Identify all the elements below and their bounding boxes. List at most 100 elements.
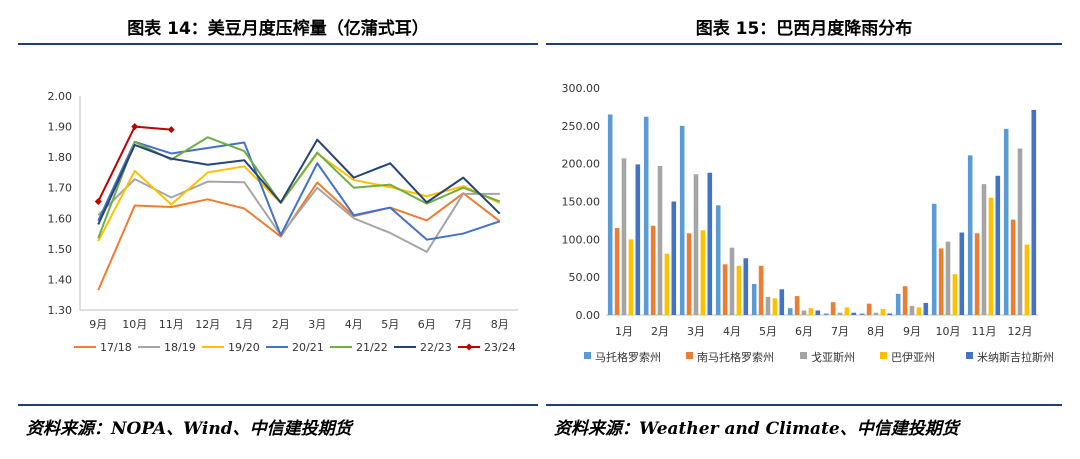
- rain-bar: [830, 302, 836, 315]
- rain-bar: [995, 175, 1001, 315]
- x-tick-label: 11月: [159, 318, 184, 331]
- rain-bar: [967, 155, 973, 315]
- rain-bar: [657, 165, 663, 315]
- x-tick-label: 2月: [272, 318, 290, 331]
- data-point-marker: [94, 197, 102, 205]
- rain-bar: [743, 258, 749, 315]
- y-tick-label: 150.00: [562, 196, 601, 209]
- x-tick-label: 7月: [831, 325, 849, 338]
- rain-bar: [671, 201, 677, 315]
- rain-bar: [787, 308, 793, 315]
- rain-bar: [736, 265, 742, 315]
- rain-bar: [945, 241, 951, 315]
- rain-bar: [772, 298, 778, 315]
- y-tick-label: 100.00: [562, 233, 601, 246]
- rain-bar: [628, 239, 634, 315]
- rain-bar: [715, 205, 721, 315]
- x-tick-label: 3月: [687, 325, 705, 338]
- rain-bar: [1017, 148, 1023, 315]
- legend-label: 23/24: [484, 341, 516, 354]
- rain-bar: [808, 308, 814, 315]
- rain-bar: [707, 172, 713, 315]
- title-divider-left: [18, 43, 538, 45]
- x-tick-label: 8月: [491, 318, 509, 331]
- x-tick-label: 1月: [615, 325, 633, 338]
- rain-bar: [823, 313, 829, 315]
- x-tick-label: 6月: [418, 318, 436, 331]
- x-tick-label: 4月: [345, 318, 363, 331]
- rain-bar: [679, 125, 685, 315]
- y-tick-label: 1.40: [48, 273, 73, 286]
- legend-marker: [465, 343, 473, 351]
- left-source-note: 资料来源：NOPA、Wind、中信建投期货: [26, 419, 352, 439]
- legend-swatch: [686, 352, 693, 359]
- source-divider-right: [546, 404, 1062, 406]
- data-point-marker: [131, 123, 139, 131]
- rain-bar: [866, 303, 872, 315]
- legend-label: 南马托格罗索州: [697, 350, 774, 364]
- legend-label: 戈亚斯州: [811, 351, 855, 364]
- data-point-marker: [167, 126, 175, 134]
- rain-bar: [931, 203, 937, 315]
- rain-bar: [859, 313, 865, 315]
- rain-bar: [801, 310, 807, 315]
- y-tick-label: 50.00: [569, 271, 601, 284]
- rain-bar: [729, 247, 735, 315]
- legend-label: 18/19: [164, 341, 196, 354]
- series-line-17-18: [97, 181, 501, 291]
- title-divider-right: [546, 43, 1062, 45]
- y-tick-label: 1.70: [48, 182, 73, 195]
- x-tick-label: 9月: [903, 325, 921, 338]
- rain-bar: [765, 296, 771, 315]
- rain-bar: [1010, 219, 1016, 315]
- rain-bar: [693, 174, 699, 315]
- y-tick-label: 1.60: [48, 212, 73, 225]
- rain-bar: [751, 283, 757, 315]
- rain-bar: [873, 312, 879, 315]
- series-line-22-23: [97, 138, 501, 225]
- legend-swatch: [966, 352, 973, 359]
- series-line-18-19: [97, 178, 500, 253]
- x-tick-label: 10月: [122, 318, 147, 331]
- y-tick-label: 200.00: [562, 158, 601, 171]
- x-tick-label: 3月: [308, 318, 326, 331]
- rain-bar: [974, 233, 980, 315]
- x-tick-label: 2月: [651, 325, 669, 338]
- x-tick-label: 10月: [936, 325, 961, 338]
- rain-bar: [794, 296, 800, 315]
- rain-bar: [779, 289, 785, 315]
- rain-bar: [880, 308, 886, 315]
- rain-bar: [614, 227, 620, 315]
- legend-label: 马托格罗索州: [595, 350, 661, 364]
- series-line-21-22: [97, 136, 501, 239]
- rain-bar: [895, 293, 901, 315]
- right-source-note: 资料来源：Weather and Climate、中信建投期货: [554, 419, 959, 439]
- x-tick-label: 12月: [195, 318, 220, 331]
- x-tick-label: 5月: [381, 318, 399, 331]
- rain-bar: [988, 197, 994, 315]
- rain-bar: [887, 313, 893, 315]
- rain-bar: [916, 307, 922, 315]
- rain-bar: [621, 158, 627, 315]
- rain-bar: [700, 230, 706, 315]
- x-tick-label: 8月: [867, 325, 885, 338]
- y-tick-label: 1.80: [48, 151, 73, 164]
- rain-bar: [959, 232, 965, 315]
- y-tick-label: 250.00: [562, 120, 601, 133]
- left-chart-title: 图表 14：美豆月度压榨量（亿蒲式耳）: [127, 19, 429, 39]
- legend-label: 巴伊亚州: [891, 351, 935, 364]
- y-tick-label: 300.00: [562, 82, 601, 95]
- rain-bar: [851, 312, 857, 315]
- legend-label: 17/18: [100, 341, 132, 354]
- rain-bar: [758, 265, 764, 315]
- rain-bar: [902, 286, 908, 315]
- y-tick-label: 1.90: [48, 121, 73, 134]
- rain-bar: [1003, 128, 1009, 315]
- rain-bar: [664, 253, 670, 315]
- legend-label: 22/23: [420, 341, 452, 354]
- rain-bar: [650, 225, 656, 315]
- legend-label: 21/22: [356, 341, 388, 354]
- rain-bar: [643, 116, 649, 316]
- y-tick-label: 0.00: [576, 309, 601, 322]
- legend-swatch: [880, 352, 887, 359]
